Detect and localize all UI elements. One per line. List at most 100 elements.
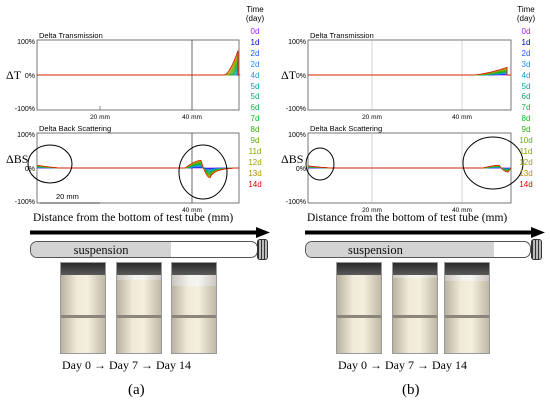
backscatter-ylabel-b: ΔBS [281, 152, 303, 166]
legend-item-11d: 11d [248, 146, 262, 156]
legend-item-5d: 5d [521, 81, 531, 91]
tube-label-a: suspension [73, 243, 129, 257]
test-tube-b: suspension [305, 241, 531, 258]
transmission-ylabel-a: ΔT [6, 68, 22, 82]
backscatter-ytick-bot-a: -100% [15, 199, 35, 206]
panel-caption-a: (a) [128, 382, 145, 398]
legend-item-2d: 2d [250, 59, 260, 69]
legend-item-14d: 14d [519, 179, 533, 189]
backscatter-xtick-20-b: 20 mm [362, 207, 382, 214]
legend-item-5d: 5d [250, 81, 260, 91]
backscatter-ytick-mid-a: 0% [25, 166, 35, 173]
transmission-ytick-top-a: 100% [17, 39, 35, 46]
legend-item-6d: 6d [521, 92, 531, 102]
backscatter-line-14d [307, 164, 512, 173]
x-axis-label-a: Distance from the bottom of test tube (m… [33, 212, 234, 224]
transmission-ytick-mid-a: 0% [25, 73, 35, 80]
backscatter-line-14d [36, 159, 240, 179]
transmission-line-8d [37, 59, 239, 76]
backscatter-ytick-top-a: 100% [17, 132, 35, 139]
scale-bar-label-a: 20 mm [56, 192, 79, 201]
transmission-ytick-mid-b: 0% [296, 73, 306, 80]
time-legend-header-b: Time [517, 5, 535, 14]
transmission-line-13d [37, 52, 239, 76]
tube-cap-b [531, 239, 542, 260]
tube-label-b: suspension [348, 243, 403, 257]
backscatter-ytick-top-b: 100% [288, 132, 306, 139]
backscatter-xtick-40-a: 40 mm [182, 207, 202, 214]
timeline-label-a: Day 0 → Day 7 → Day 14 [62, 358, 191, 372]
backscatter-series-b [307, 164, 512, 173]
bottom-circle-highlight-a [27, 144, 73, 184]
time-legend-header-a: Time [246, 5, 264, 14]
photo-day14-a [171, 262, 217, 354]
transmission-title-b: Delta Transmission [310, 31, 374, 40]
legend-item-2d: 2d [521, 48, 531, 58]
transmission-line-14d [308, 66, 511, 76]
time-legend-a: Time (day) 0d 1d 2d 2d 4d 5d 5d 6d 7d 8d 9d 11d 12d 1… [238, 5, 272, 191]
transmission-line-11d [37, 55, 239, 76]
transmission-series-a [37, 50, 241, 76]
backscatter-series-a [36, 159, 240, 179]
backscatter-title-b: Delta Back Scattering [310, 124, 382, 133]
chart-panel-b: Delta Transmission ΔT 100% 0% -100% 20 m… [281, 31, 524, 214]
legend-item-12d: 12d [248, 157, 262, 167]
legend-item-8d: 8d [521, 114, 531, 124]
backscatter-title-a: Delta Back Scattering [39, 124, 111, 133]
chart-panel-a: Delta Transmission ΔT 100% 0% -100% 20 m… [6, 31, 241, 214]
time-legend-b: Time (day) 0d 1d 2d 3d 4d 5d 6d 7d 8d 9d 10d 11d 12d… [509, 5, 543, 191]
legend-item-11d: 11d [519, 146, 533, 156]
legend-item-1d: 1d [521, 37, 531, 47]
legend-item-10d: 10d [519, 136, 533, 146]
x-axis-label-b: Distance from the bottom of test tube (m… [307, 212, 508, 224]
legend-item-0d: 0d [521, 27, 531, 36]
transmission-line-9d [37, 57, 239, 76]
photo-day14-b [444, 262, 490, 354]
legend-item-9d: 9d [521, 125, 531, 135]
legend-item-14d: 14d [248, 179, 262, 189]
transmission-ytick-top-b: 100% [288, 39, 306, 46]
legend-item-9d: 9d [250, 136, 260, 146]
top-circle-highlight-a [178, 144, 228, 200]
photo-day0-b [336, 262, 382, 354]
transmission-xtick-40-b: 40 mm [452, 114, 472, 121]
photo-day7-a [116, 262, 162, 354]
x-axis-arrow-a [30, 227, 270, 238]
legend-item-2d: 2d [250, 48, 260, 58]
legend-item-3d: 3d [521, 59, 531, 69]
legend-item-7d: 7d [521, 103, 531, 113]
transmission-xtick-20-a: 20 mm [90, 114, 110, 121]
transmission-line-14d [37, 50, 239, 76]
legend-item-1d: 1d [250, 37, 260, 47]
transmission-ytick-bot-b: -100% [286, 106, 306, 113]
legend-item-4d: 4d [250, 70, 260, 80]
time-legend-unit-b: (day) [516, 14, 536, 23]
backscatter-ytick-bot-b: -100% [286, 199, 306, 206]
x-axis-arrow-b [305, 227, 545, 238]
transmission-xtick-20-b: 20 mm [362, 114, 382, 121]
suspension-fill-b [306, 242, 495, 257]
backscatter-ytick-mid-b: 0% [296, 166, 306, 173]
legend-item-0d: 0d [250, 27, 260, 36]
test-tube-a: suspension [30, 241, 258, 258]
panel-caption-b: (b) [402, 382, 420, 398]
transmission-xtick-40-a: 40 mm [182, 114, 202, 121]
transmission-ylabel-b: ΔT [281, 68, 297, 82]
transmission-line-12d [37, 53, 239, 76]
suspension-fill-a [31, 242, 172, 257]
transmission-ytick-bot-a: -100% [15, 106, 35, 113]
photo-day0-a [60, 262, 106, 354]
legend-item-7d: 7d [250, 114, 260, 124]
transmission-series-b [308, 66, 511, 76]
transmission-title-a: Delta Transmission [39, 31, 103, 40]
backscatter-ylabel-a: ΔBS [6, 152, 28, 166]
time-legend-unit-a: (day) [245, 14, 265, 23]
legend-item-13d: 13d [519, 168, 533, 178]
legend-item-13d: 13d [248, 168, 262, 178]
tube-cap-a [257, 239, 268, 260]
legend-item-4d: 4d [521, 70, 531, 80]
legend-item-6d: 6d [250, 103, 260, 113]
photo-day7-b [392, 262, 438, 354]
legend-item-5d: 5d [250, 92, 260, 102]
timeline-label-b: Day 0 → Day 7 → Day 14 [338, 358, 467, 372]
